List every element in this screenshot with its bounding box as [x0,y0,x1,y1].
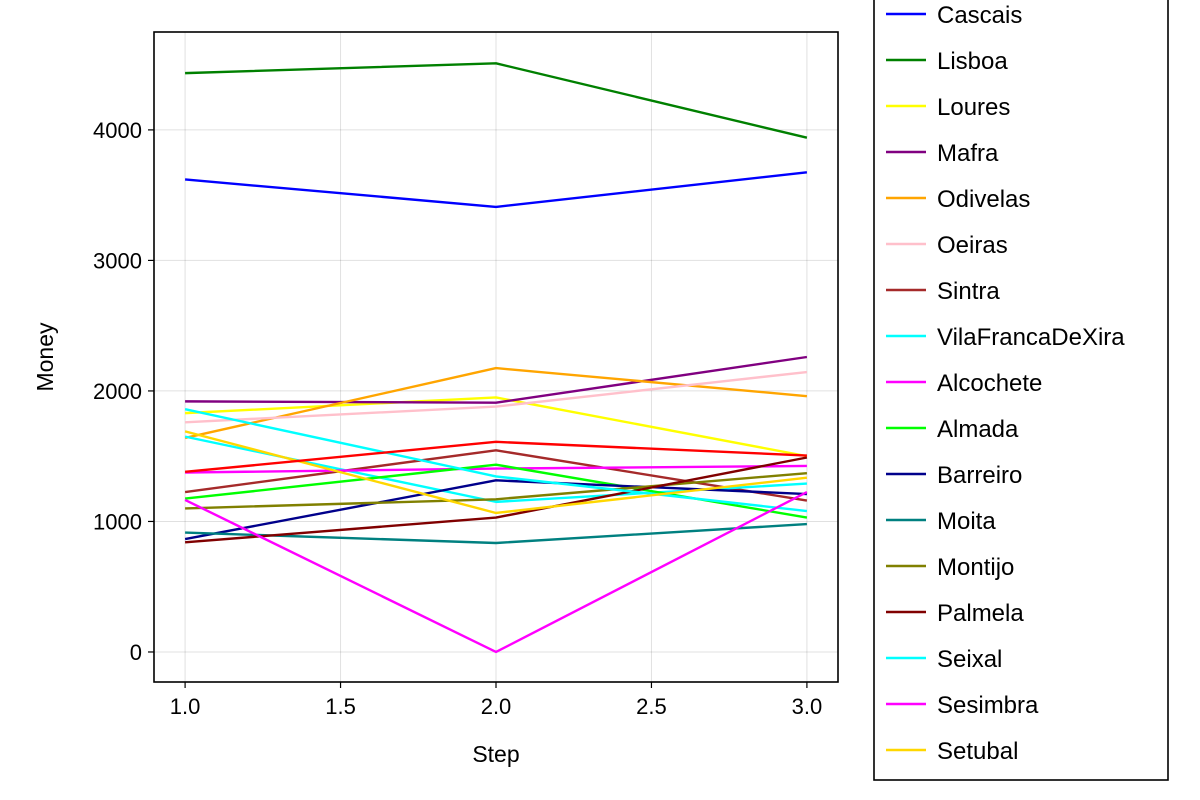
y-tick-label: 4000 [93,118,142,143]
series-line-loures [185,396,808,458]
series-line-palmela [184,456,808,544]
x-axis-label: Step [472,741,519,767]
x-tick-label: 1.5 [325,694,356,719]
legend-label-oeiras: Oeiras [937,232,1008,259]
x-tick-label: 3.0 [792,694,823,719]
legend-label-sesimbra: Sesimbra [937,692,1039,719]
y-tick-label: 1000 [93,509,142,534]
legend-label-loures: Loures [937,94,1010,121]
y-axis-label: Money [32,322,58,392]
legend-label-alcochete: Alcochete [937,370,1042,397]
series-lines [184,62,808,654]
legend-label-sintra: Sintra [937,278,1000,305]
y-axis-ticks: 0 1000 2000 3000 4000 [93,118,154,665]
series-line-moita [185,522,807,545]
y-tick-label: 0 [130,640,142,665]
series-line-mafra [185,355,808,404]
legend-label-almada: Almada [937,416,1019,443]
legend-label-odivelas: Odivelas [937,186,1030,213]
series-line-sintra [184,449,808,502]
legend-label-seixal: Seixal [937,646,1002,673]
legend-label-montijo: Montijo [937,554,1014,581]
x-tick-label: 2.0 [481,694,512,719]
legend-label-moita: Moita [937,508,996,535]
legend-frame [873,0,1169,781]
legend-label-palmela: Palmela [937,600,1024,627]
series-line-cascais [184,171,808,209]
legend-label-vilafrancadexira: VilaFrancaDeXira [937,324,1125,351]
legend-label-barreiro: Barreiro [937,462,1022,489]
series-line-odivelas [184,366,808,440]
legend-label-cascais: Cascais [937,2,1022,29]
x-axis-ticks: 1.0 1.5 2.0 2.5 3.0 [170,682,822,719]
legend: Cascais Lisboa Loures Mafra Odivelas Oeiras Si… [873,0,1169,781]
series-line-alcochete [185,464,807,474]
y-tick-label: 2000 [93,379,142,404]
series-line-setubal [184,430,808,515]
series-line-montijo [185,471,808,510]
y-tick-label: 3000 [93,248,142,273]
series-line-sesimbra [184,491,808,654]
legend-label-mafra: Mafra [937,140,999,167]
series-line-lisboa [185,62,808,139]
legend-label-setubal: Setubal [937,738,1018,765]
series-line-oeiras [185,370,808,424]
x-tick-label: 2.5 [636,694,667,719]
series-line-seixal [184,408,808,513]
x-tick-label: 1.0 [170,694,201,719]
grid-lines [154,32,838,682]
legend-label-lisboa: Lisboa [937,48,1008,75]
series-line-unlabeled [184,440,807,474]
